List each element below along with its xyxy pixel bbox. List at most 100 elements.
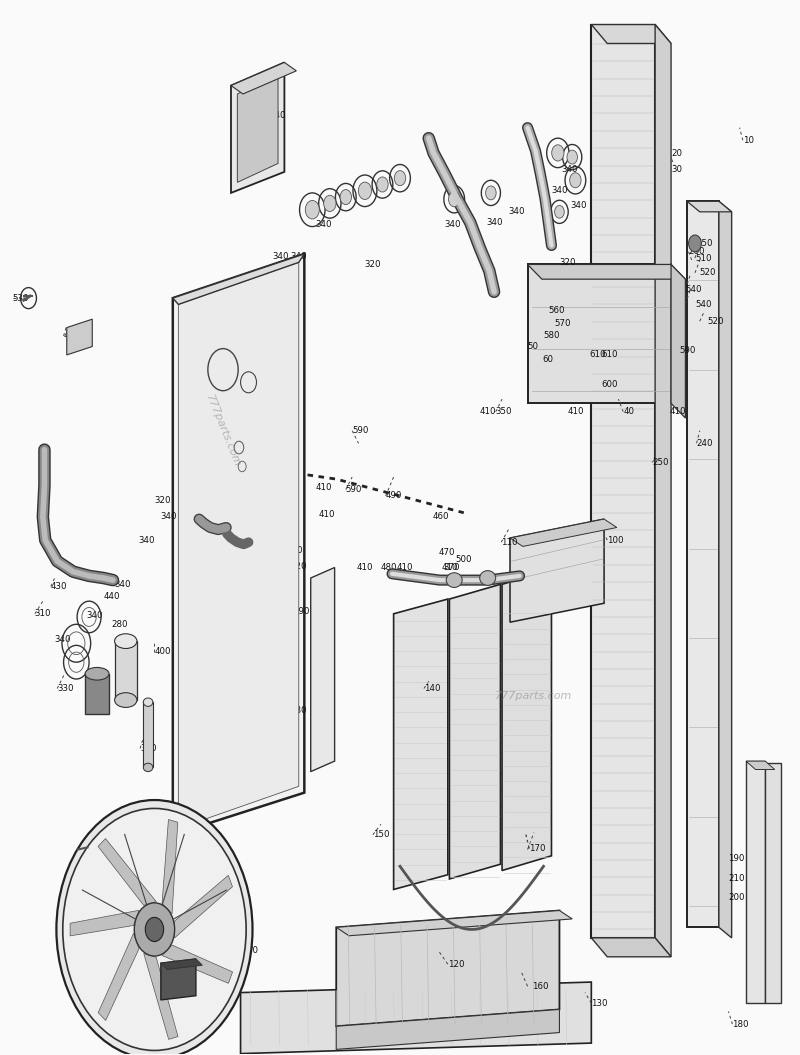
Text: 640: 640 [270,111,286,119]
Text: 230: 230 [286,546,302,555]
Polygon shape [510,519,604,622]
Text: 420: 420 [63,331,80,341]
Text: 10: 10 [743,136,754,145]
Text: 340: 340 [138,536,155,544]
Text: 410: 410 [194,504,211,513]
Text: 490: 490 [386,492,402,500]
Text: 410: 410 [318,511,335,519]
Bar [143,703,153,767]
Text: 340: 340 [86,612,102,620]
Text: 340: 340 [570,202,587,210]
Text: 450: 450 [453,576,469,584]
Text: 410: 410 [154,830,171,839]
Bar [114,641,137,701]
Circle shape [554,206,564,218]
Polygon shape [765,763,781,1003]
Polygon shape [310,568,334,771]
Polygon shape [241,982,591,1054]
Text: 320: 320 [154,496,171,504]
Text: 330: 330 [57,684,74,693]
Text: 340: 340 [509,208,525,216]
Text: 580: 580 [543,331,560,341]
Text: 130: 130 [591,999,608,1008]
Text: 410: 410 [397,563,414,572]
Text: 410: 410 [442,563,458,572]
Text: 320: 320 [559,257,576,267]
Text: 320: 320 [364,260,381,269]
Text: 120: 120 [448,960,464,968]
Text: 470: 470 [438,549,454,557]
Polygon shape [231,62,296,94]
Ellipse shape [143,698,153,707]
Text: 340: 340 [161,513,178,521]
Text: 370: 370 [444,563,460,572]
Polygon shape [591,24,671,43]
Ellipse shape [114,693,137,708]
Text: 520: 520 [708,316,724,326]
Text: 220: 220 [290,562,306,571]
Text: 590: 590 [346,485,362,494]
Polygon shape [161,959,196,1000]
Circle shape [340,190,351,205]
Text: 410: 410 [670,407,686,417]
Text: 777parts.com: 777parts.com [204,392,242,468]
Text: 50: 50 [527,342,538,351]
Text: 280: 280 [111,619,128,629]
Text: 160: 160 [531,982,548,991]
Circle shape [567,150,578,165]
Polygon shape [687,202,719,927]
Ellipse shape [143,763,153,771]
Polygon shape [746,761,765,1003]
Polygon shape [162,945,233,983]
Text: 250: 250 [652,458,669,466]
Polygon shape [70,910,139,936]
Text: 260: 260 [689,247,705,256]
Text: 530: 530 [13,293,29,303]
Polygon shape [746,761,774,769]
Polygon shape [98,839,156,905]
Text: 540: 540 [686,285,702,294]
Circle shape [358,183,371,199]
Text: 610: 610 [590,350,606,360]
Text: 410: 410 [270,511,286,519]
Text: 200: 200 [729,894,745,902]
Text: 460: 460 [433,513,449,521]
Polygon shape [336,910,559,1027]
Polygon shape [591,24,655,938]
Text: 310: 310 [35,610,51,618]
Polygon shape [655,24,671,957]
Text: 380: 380 [226,530,242,538]
Circle shape [552,145,564,161]
Circle shape [377,177,388,192]
Text: 340: 340 [551,187,568,195]
Text: 590: 590 [679,346,695,356]
Text: 570: 570 [554,319,571,328]
Text: 360: 360 [140,744,157,753]
Polygon shape [336,1010,559,1050]
Text: 350: 350 [496,407,512,417]
Polygon shape [231,62,285,193]
Bar [85,674,109,714]
Text: 560: 560 [548,306,565,315]
Text: 600: 600 [601,380,618,389]
Circle shape [394,171,406,186]
Text: 150: 150 [373,830,390,839]
Text: 340: 340 [315,219,332,229]
Circle shape [146,918,164,941]
Text: 400: 400 [154,647,171,656]
Polygon shape [719,202,732,938]
Circle shape [324,195,336,211]
Ellipse shape [85,668,109,680]
Text: 270: 270 [119,672,136,682]
Text: 240: 240 [697,439,713,447]
Text: 340: 340 [486,217,502,227]
Text: 430: 430 [51,582,67,591]
Text: 30: 30 [671,166,682,174]
Polygon shape [174,876,233,938]
Text: 540: 540 [695,300,711,309]
Polygon shape [98,934,139,1020]
Polygon shape [336,910,572,936]
Text: 140: 140 [424,684,441,693]
Text: 630: 630 [180,392,197,402]
Polygon shape [394,599,448,889]
